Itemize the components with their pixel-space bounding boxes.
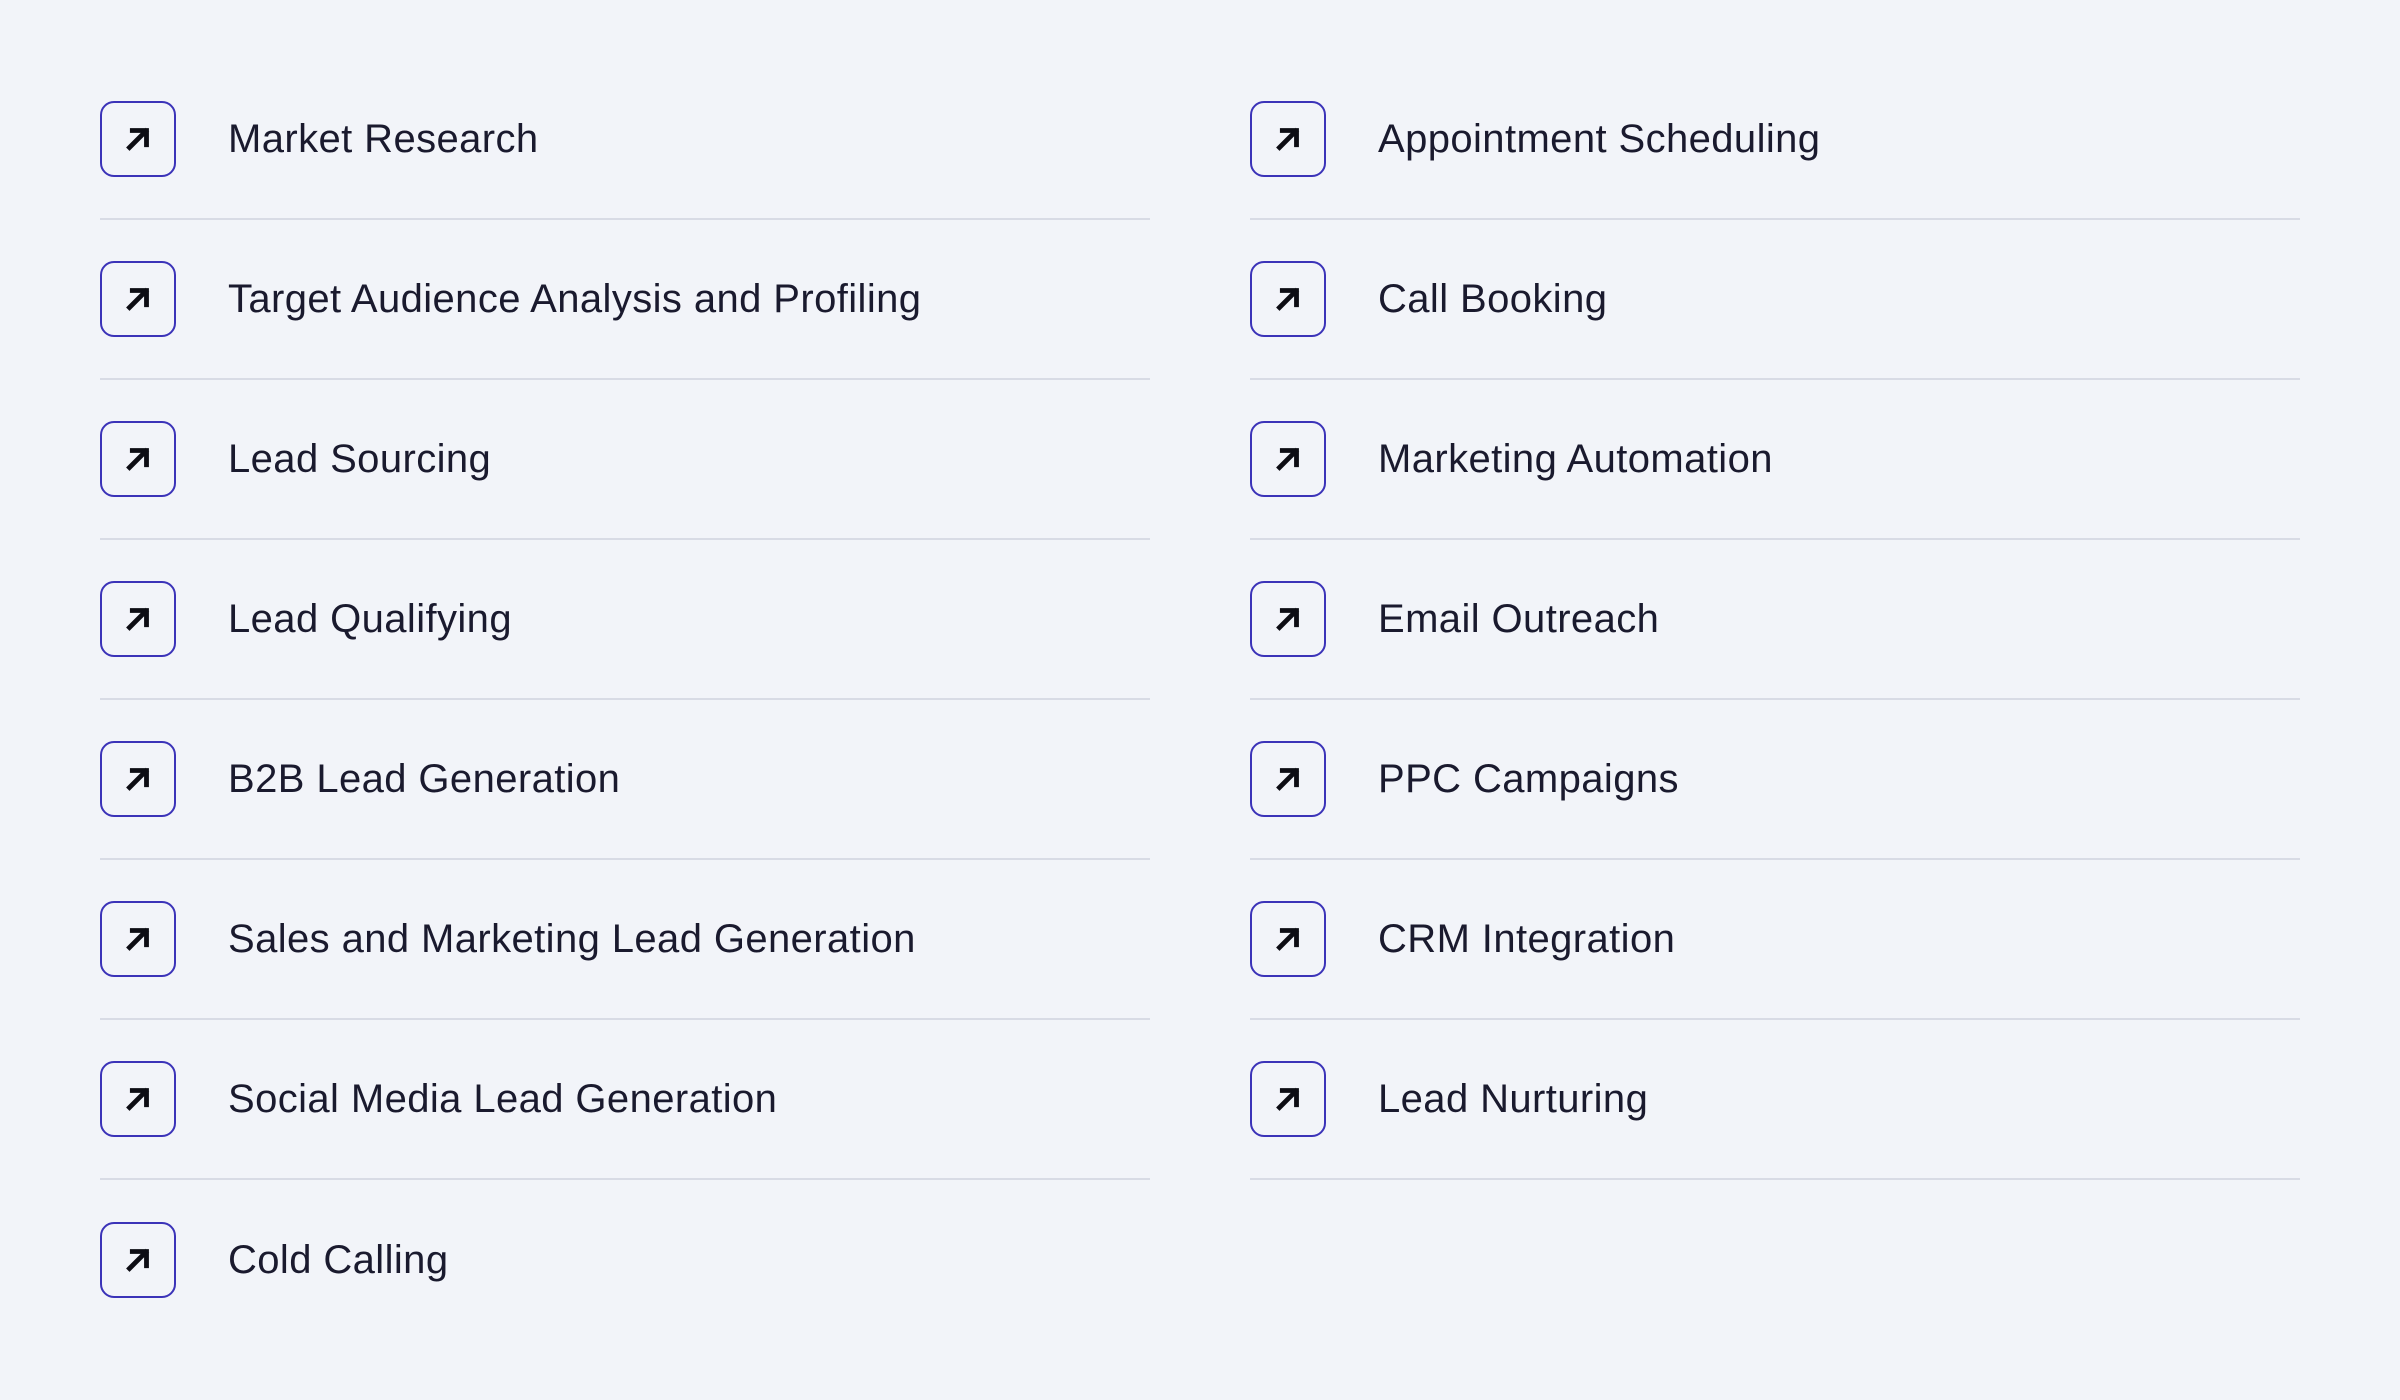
service-item-appointment-scheduling[interactable]: Appointment Scheduling <box>1250 60 2300 220</box>
services-list: Market Research Target Audience Analysis… <box>100 60 2300 1340</box>
arrow-up-right-icon <box>100 101 176 177</box>
service-item-label: Email Outreach <box>1378 596 1660 641</box>
service-item-label: Cold Calling <box>228 1237 449 1282</box>
service-item-sales-marketing-lead-generation[interactable]: Sales and Marketing Lead Generation <box>100 860 1150 1020</box>
arrow-up-right-icon <box>100 421 176 497</box>
service-item-lead-qualifying[interactable]: Lead Qualifying <box>100 540 1150 700</box>
service-item-email-outreach[interactable]: Email Outreach <box>1250 540 2300 700</box>
service-item-crm-integration[interactable]: CRM Integration <box>1250 860 2300 1020</box>
service-item-call-booking[interactable]: Call Booking <box>1250 220 2300 380</box>
service-item-social-media-lead-generation[interactable]: Social Media Lead Generation <box>100 1020 1150 1180</box>
arrow-up-right-icon <box>100 1222 176 1298</box>
arrow-up-right-icon <box>100 1061 176 1137</box>
service-item-label: Market Research <box>228 116 539 161</box>
service-item-label: Lead Nurturing <box>1378 1076 1649 1121</box>
arrow-up-right-icon <box>1250 741 1326 817</box>
service-item-label: B2B Lead Generation <box>228 756 621 801</box>
services-column-left: Market Research Target Audience Analysis… <box>100 60 1150 1340</box>
service-item-label: Marketing Automation <box>1378 436 1773 481</box>
service-item-label: Target Audience Analysis and Profiling <box>228 276 922 321</box>
service-item-ppc-campaigns[interactable]: PPC Campaigns <box>1250 700 2300 860</box>
arrow-up-right-icon <box>100 581 176 657</box>
arrow-up-right-icon <box>1250 1061 1326 1137</box>
service-item-label: Lead Qualifying <box>228 596 512 641</box>
service-item-b2b-lead-generation[interactable]: B2B Lead Generation <box>100 700 1150 860</box>
arrow-up-right-icon <box>1250 901 1326 977</box>
arrow-up-right-icon <box>1250 261 1326 337</box>
service-item-marketing-automation[interactable]: Marketing Automation <box>1250 380 2300 540</box>
service-item-label: Sales and Marketing Lead Generation <box>228 916 916 961</box>
service-item-label: Call Booking <box>1378 276 1608 321</box>
service-item-cold-calling[interactable]: Cold Calling <box>100 1180 1150 1340</box>
service-item-target-audience-analysis[interactable]: Target Audience Analysis and Profiling <box>100 220 1150 380</box>
arrow-up-right-icon <box>100 261 176 337</box>
arrow-up-right-icon <box>100 901 176 977</box>
arrow-up-right-icon <box>1250 101 1326 177</box>
arrow-up-right-icon <box>1250 581 1326 657</box>
service-item-label: Appointment Scheduling <box>1378 116 1821 161</box>
service-item-label: PPC Campaigns <box>1378 756 1679 801</box>
service-item-lead-sourcing[interactable]: Lead Sourcing <box>100 380 1150 540</box>
service-item-label: CRM Integration <box>1378 916 1676 961</box>
arrow-up-right-icon <box>1250 421 1326 497</box>
arrow-up-right-icon <box>100 741 176 817</box>
service-item-lead-nurturing[interactable]: Lead Nurturing <box>1250 1020 2300 1180</box>
service-item-market-research[interactable]: Market Research <box>100 60 1150 220</box>
services-column-right: Appointment Scheduling Call Booking Mark… <box>1250 60 2300 1340</box>
service-item-label: Lead Sourcing <box>228 436 492 481</box>
service-item-label: Social Media Lead Generation <box>228 1076 778 1121</box>
